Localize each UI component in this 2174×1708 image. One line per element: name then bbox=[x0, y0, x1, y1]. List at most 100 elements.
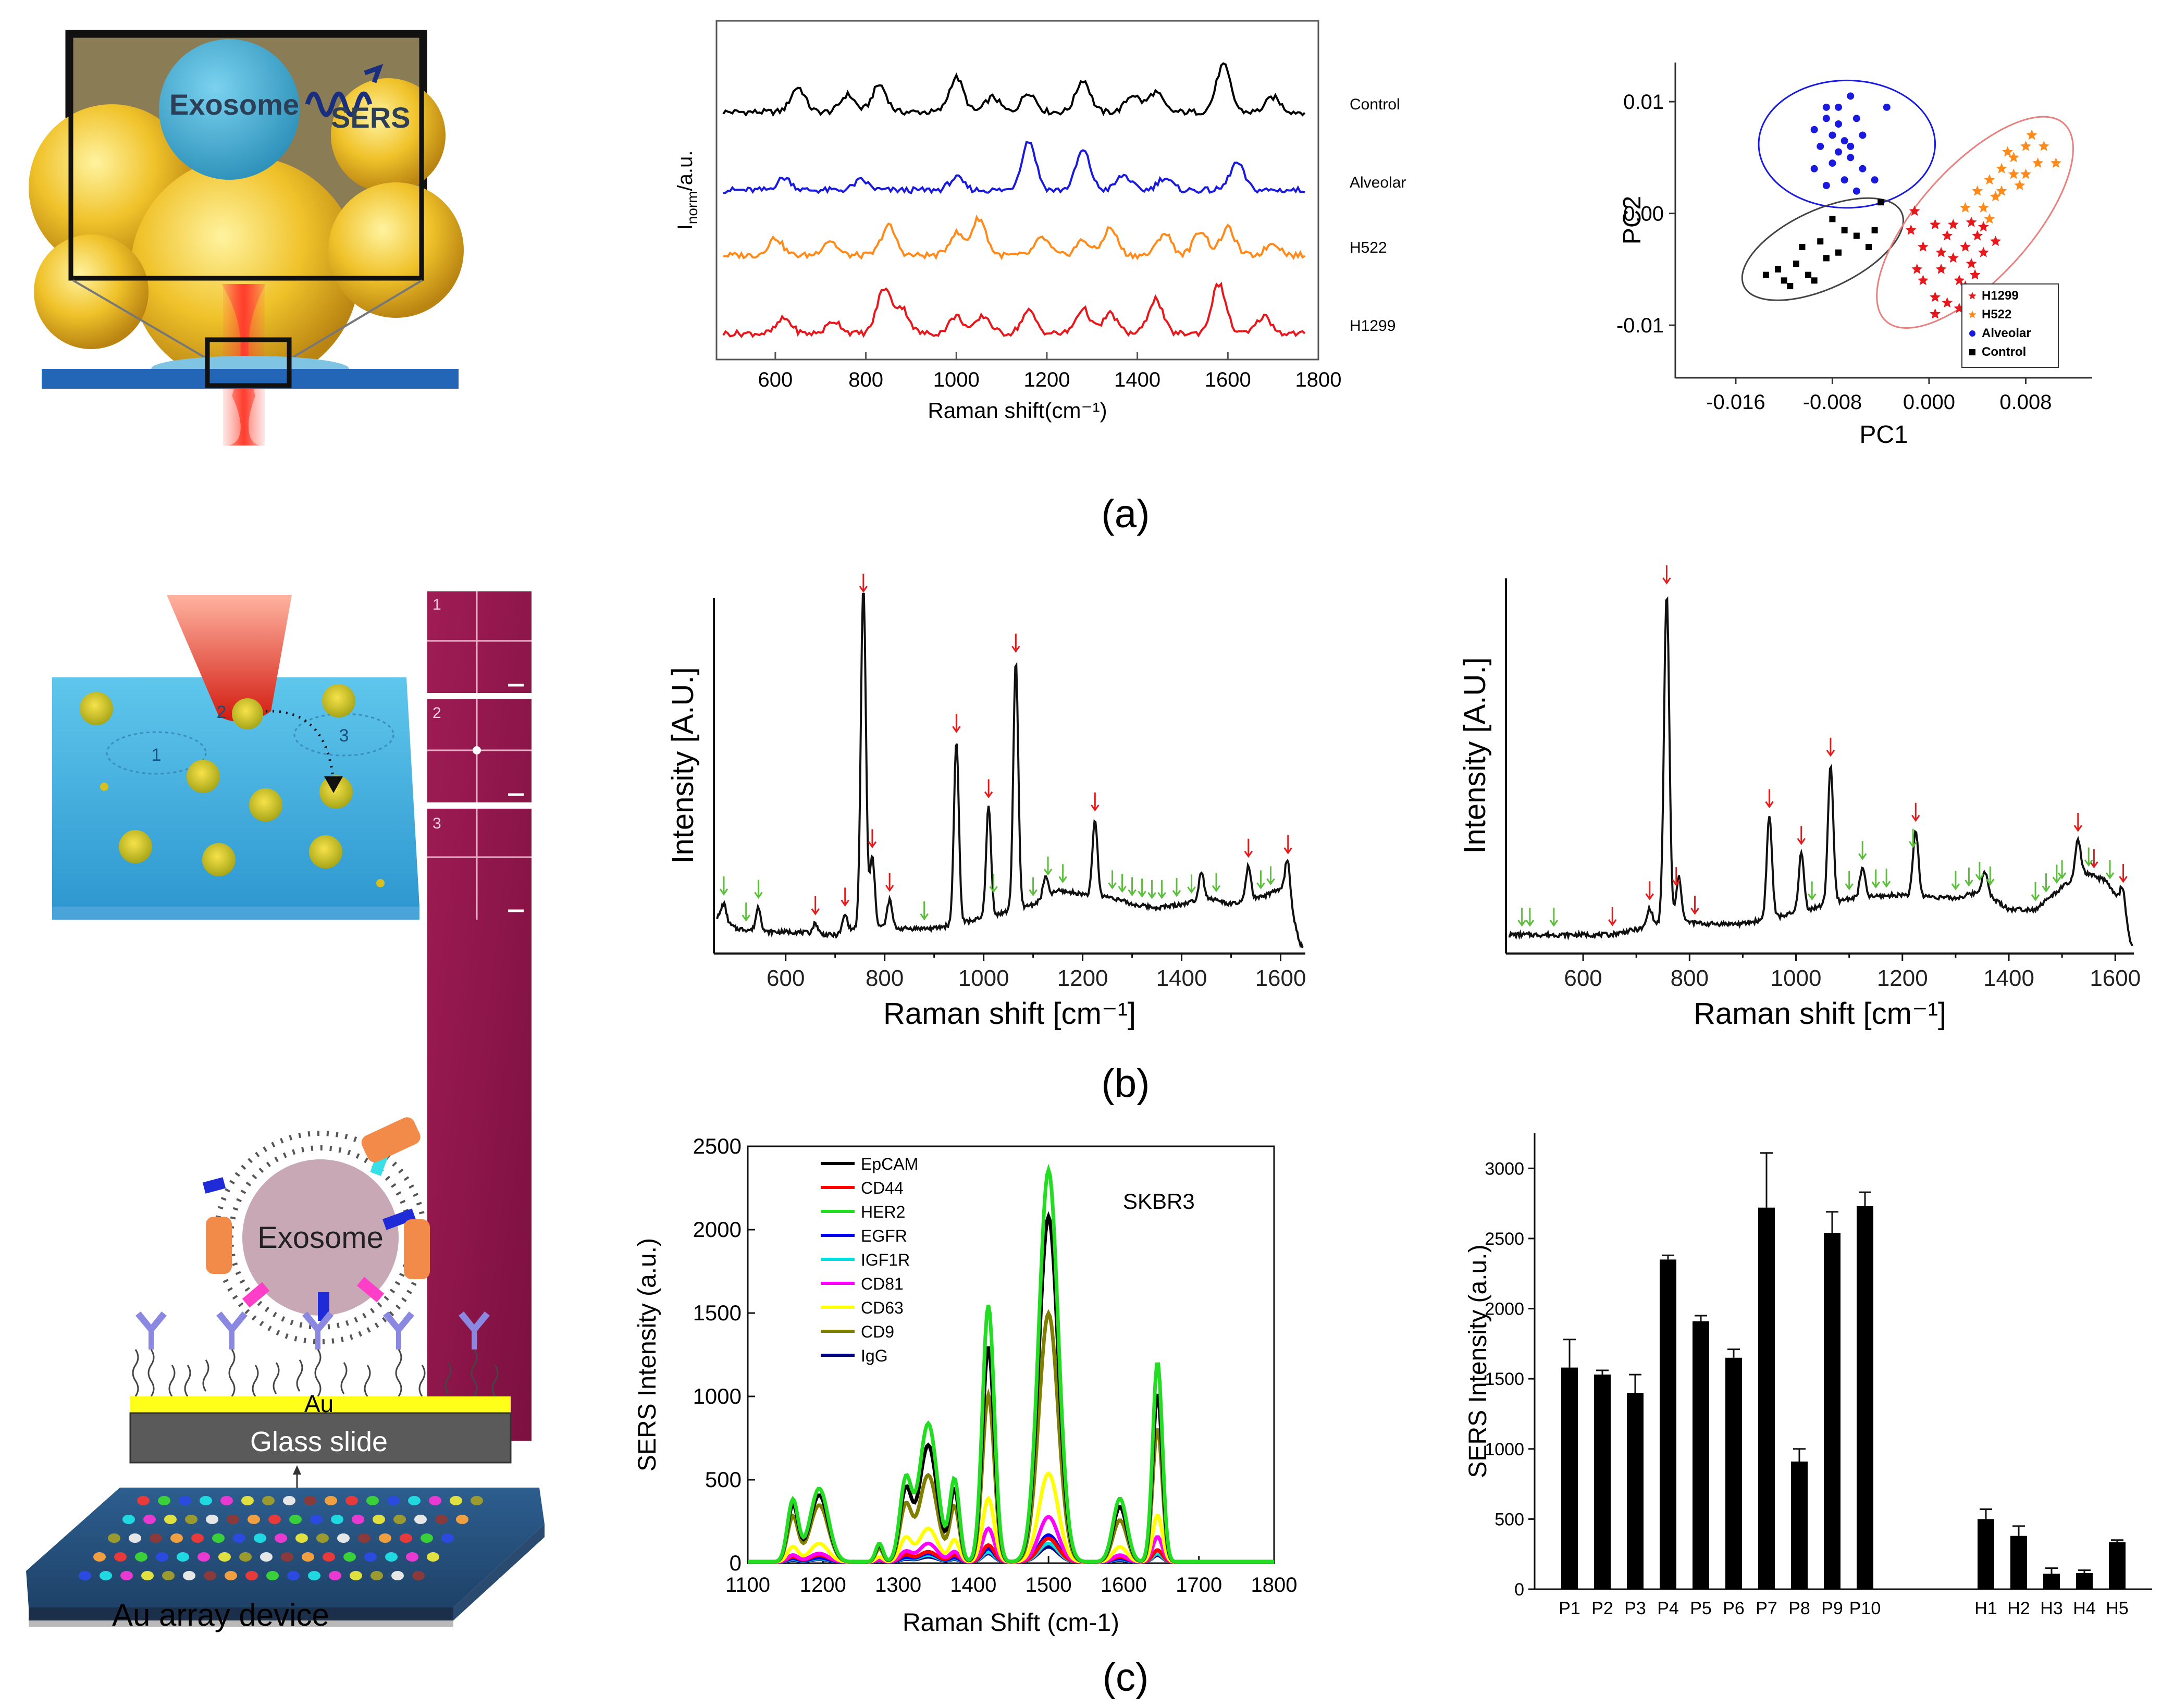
array-spot bbox=[191, 1533, 204, 1543]
bar-h4 bbox=[2076, 1573, 2093, 1589]
array-spot bbox=[218, 1552, 231, 1562]
y-axis-label: SERS Intensity (a.u.) bbox=[634, 1238, 661, 1471]
series-line-alveolar bbox=[723, 141, 1305, 195]
point-control bbox=[1835, 249, 1842, 256]
bar-h1 bbox=[1978, 1519, 1994, 1589]
point-h1299 bbox=[1930, 308, 1941, 319]
array-spot bbox=[248, 1515, 260, 1524]
array-spot bbox=[323, 1552, 335, 1562]
array-spot bbox=[421, 1533, 433, 1543]
array-spot bbox=[114, 1552, 127, 1562]
array-spot bbox=[225, 1571, 237, 1580]
point-alveolar bbox=[1859, 131, 1867, 139]
panel-label-c: (c) bbox=[1103, 1655, 1149, 1700]
array-spot bbox=[200, 1496, 212, 1505]
x-tick-label: 1500 bbox=[1026, 1574, 1072, 1596]
array-spot bbox=[108, 1533, 120, 1543]
point-h1299 bbox=[1911, 263, 1923, 274]
array-spot bbox=[414, 1515, 427, 1524]
point-alveolar bbox=[1822, 181, 1830, 189]
red-arrow-head bbox=[952, 726, 961, 733]
green-arrow-head bbox=[1147, 892, 1156, 899]
x-axis-label: PC1 bbox=[1859, 421, 1908, 449]
array-spot bbox=[239, 1552, 252, 1562]
green-arrow-head bbox=[2057, 872, 2067, 880]
panel-a-pca-chart: -0.016 -0.008 0.000 0.008 -0.01 0.00 0.01 PC1 PC… bbox=[1616, 63, 2092, 449]
point-h1299 bbox=[1905, 224, 1917, 235]
green-arrow-head bbox=[1882, 881, 1891, 888]
x-tick-label: 1400 bbox=[1114, 368, 1160, 391]
array-spot bbox=[370, 1571, 383, 1580]
point-h522 bbox=[1984, 174, 1995, 185]
y-tick-label: 500 bbox=[1494, 1509, 1524, 1529]
bar-p3 bbox=[1627, 1393, 1644, 1589]
array-spot bbox=[302, 1552, 314, 1562]
inset-strip bbox=[427, 591, 532, 1441]
array-spot bbox=[183, 1571, 195, 1580]
bar-p6 bbox=[1725, 1357, 1742, 1589]
x-tick-label: P1 bbox=[1559, 1599, 1580, 1618]
array-spot bbox=[266, 1571, 279, 1580]
legend-label: EGFR bbox=[861, 1227, 907, 1245]
inset-label-1: 1 bbox=[433, 596, 441, 613]
green-arrow-head bbox=[1108, 882, 1117, 889]
array-spot bbox=[385, 1552, 398, 1562]
point-h522 bbox=[2051, 157, 2061, 168]
green-arrow-head bbox=[2105, 872, 2115, 880]
y-tick-label: 0 bbox=[730, 1551, 742, 1575]
au-array-device bbox=[26, 1488, 545, 1607]
y-tick-label: 3000 bbox=[1485, 1159, 1524, 1179]
antibodies bbox=[135, 1311, 490, 1350]
x-tick-label: H3 bbox=[2040, 1599, 2062, 1618]
point-alveolar bbox=[1871, 176, 1879, 184]
array-spot bbox=[304, 1496, 316, 1505]
spot-label-1: 1 bbox=[152, 745, 162, 765]
panel-a-spectra-chart: 600 800 1000 1200 1400 1600 1800 Inorm/a.u. Rama… bbox=[674, 20, 1406, 423]
panel-label-a: (a) bbox=[1102, 492, 1150, 536]
array-spot bbox=[141, 1571, 154, 1580]
arrow-icon bbox=[364, 64, 384, 83]
red-arrow-head bbox=[1662, 577, 1671, 585]
green-arrow-head bbox=[920, 913, 929, 921]
x-tick-label: -0.016 bbox=[1706, 391, 1765, 414]
panel-label-b: (b) bbox=[1102, 1061, 1150, 1106]
array-spot bbox=[287, 1571, 300, 1580]
array-spot bbox=[212, 1533, 225, 1543]
red-arrow-head bbox=[1608, 919, 1617, 926]
array-spot bbox=[283, 1496, 295, 1505]
array-spot bbox=[100, 1571, 112, 1580]
red-arrow-head bbox=[811, 908, 820, 915]
green-arrow-head bbox=[2052, 876, 2061, 884]
green-arrow-head bbox=[719, 888, 728, 896]
bar-p4 bbox=[1660, 1259, 1676, 1589]
y-tick-label: 0.01 bbox=[1623, 91, 1664, 114]
panel-c-spectra-chart: 1100 1200 1300 1400 1500 1600 1700 1800 0 500 1000… bbox=[634, 1134, 1297, 1637]
laser-cone bbox=[167, 595, 292, 722]
array-spot bbox=[170, 1533, 183, 1543]
point-alveolar bbox=[1835, 120, 1843, 128]
red-arrow-head bbox=[1091, 804, 1100, 812]
au-array-device-label: Au array device bbox=[112, 1598, 329, 1632]
array-spot bbox=[162, 1571, 175, 1580]
series-line-cd9 bbox=[748, 1309, 1274, 1564]
point-h522 bbox=[1990, 191, 2001, 202]
array-spot bbox=[350, 1571, 362, 1580]
point-h1299 bbox=[1935, 246, 1947, 257]
legend-label: CD63 bbox=[861, 1298, 904, 1317]
array-spot bbox=[120, 1571, 133, 1580]
red-arrow-head bbox=[1797, 838, 1806, 845]
legend-label: H1299 bbox=[1982, 289, 2019, 303]
array-spot bbox=[310, 1515, 323, 1524]
point-h1299 bbox=[1966, 216, 1977, 227]
x-tick-label: 0.008 bbox=[1999, 391, 2052, 414]
point-alveolar bbox=[1822, 103, 1830, 111]
point-h1299 bbox=[1942, 297, 1953, 308]
x-tick-label: P9 bbox=[1821, 1599, 1843, 1618]
point-alveolar bbox=[1835, 148, 1843, 156]
array-spot bbox=[185, 1515, 197, 1524]
x-tick-label: 1300 bbox=[875, 1574, 921, 1596]
spectrum-line bbox=[716, 592, 1304, 949]
x-tick-label: 600 bbox=[758, 368, 793, 391]
green-arrow-head bbox=[1525, 920, 1535, 927]
series-label-h1299: H1299 bbox=[1350, 317, 1395, 335]
